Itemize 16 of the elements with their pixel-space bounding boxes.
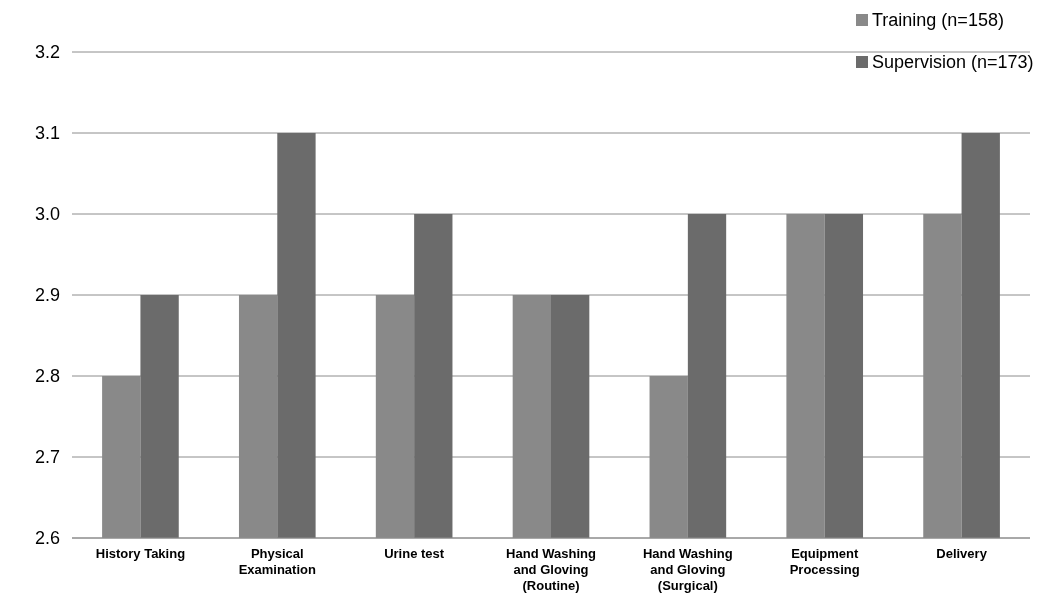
legend-label: Supervision (n=173) xyxy=(872,52,1034,72)
legend-label: Training (n=158) xyxy=(872,10,1004,30)
y-tick-label: 3.2 xyxy=(34,42,60,63)
x-tick-label: Hand Washing and Gloving (Surgical) xyxy=(642,546,733,593)
y-tick-label: 3.0 xyxy=(34,204,60,225)
y-tick-label: 2.6 xyxy=(34,528,60,549)
y-tick-label: 2.9 xyxy=(34,285,60,306)
y-tick-label: 2.8 xyxy=(34,366,60,387)
x-tick-label: Hand Washing and Gloving (Routine) xyxy=(506,546,596,593)
x-tick-label: Physical Examination xyxy=(238,546,316,577)
x-tick-label: Equipment Processing xyxy=(789,546,860,577)
x-tick-label: History Taking xyxy=(95,546,186,561)
y-tick-label: 3.1 xyxy=(34,123,60,144)
x-tick-label: Urine test xyxy=(384,546,445,561)
x-tick-label: Delivery xyxy=(936,546,988,561)
y-tick-label: 2.7 xyxy=(34,447,60,468)
